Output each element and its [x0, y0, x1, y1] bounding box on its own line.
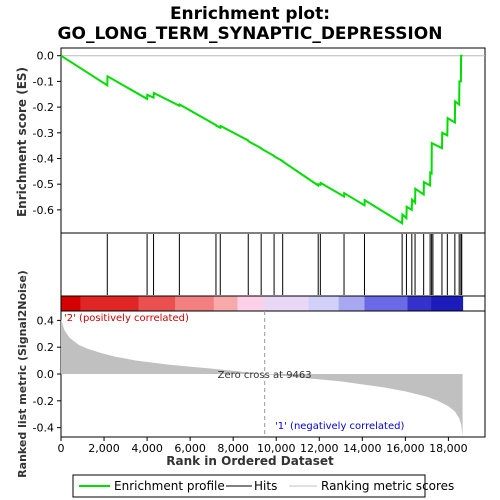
- enrichment-profile-line: [60, 54, 463, 225]
- es-y-tick-label: -0.5: [33, 178, 54, 191]
- heat-bar-segment: [175, 296, 215, 311]
- x-tick-label: 14,000: [343, 442, 382, 455]
- x-tick-label: 2,000: [88, 442, 120, 455]
- heat-bar-segment: [431, 296, 464, 311]
- x-tick-label: 6,000: [174, 442, 206, 455]
- ranking-heat-bar: [61, 296, 464, 311]
- es-panel: [60, 47, 486, 234]
- es-y-tick-label: -0.1: [33, 75, 54, 88]
- es-y-tick-label: -0.6: [33, 204, 54, 217]
- heat-bar-segment: [364, 296, 409, 311]
- metric-y-tick-label: 0.0: [37, 368, 55, 381]
- heat-bar-segment: [213, 296, 238, 311]
- x-tick-label: 8,000: [217, 442, 249, 455]
- es-y-tick-label: 0.0: [37, 50, 55, 63]
- x-tick-label: 10,000: [257, 442, 296, 455]
- x-axis-label: Rank in Ordered Dataset: [166, 454, 334, 468]
- legend-metric-label: Ranking metric scores: [321, 479, 454, 493]
- negative-correlation-label: '1' (negatively correlated): [275, 421, 404, 432]
- metric-y-axis: 0.4 0.2 0.0 -0.2 -0.4: [33, 314, 61, 435]
- ranking-metric-area: [61, 319, 463, 437]
- es-y-tick-label: -0.2: [33, 101, 54, 114]
- chart-title-line1: Enrichment plot:: [170, 4, 330, 24]
- legend-profile-label: Enrichment profile: [114, 479, 225, 493]
- heat-bar-segment: [138, 296, 176, 311]
- metric-y-axis-label: Ranked list metric (Signal2Noise): [16, 270, 29, 478]
- legend-hits-label: Hits: [254, 479, 277, 493]
- heat-bar-segment: [237, 296, 264, 311]
- metric-y-tick-label: -0.4: [33, 422, 54, 435]
- es-y-axis: 0.0 -0.1 -0.2 -0.3 -0.4 -0.5 -0.6: [33, 50, 61, 217]
- heat-bar-segment: [61, 296, 81, 311]
- es-y-tick-label: -0.3: [33, 127, 54, 140]
- x-tick-label: 12,000: [300, 442, 339, 455]
- heat-bar-segment: [338, 296, 365, 311]
- heat-bar-segment: [263, 296, 310, 311]
- hit-markers: [106, 234, 463, 295]
- x-tick-label: 18,000: [429, 442, 468, 455]
- zero-cross-label: Zero cross at 9463: [218, 370, 312, 381]
- metric-y-tick-label: -0.2: [33, 395, 54, 408]
- positive-correlation-label: '2' (positively correlated): [64, 313, 189, 324]
- heat-bar-segment: [407, 296, 432, 311]
- metric-y-tick-label: 0.2: [37, 341, 55, 354]
- hits-panel: [60, 232, 486, 297]
- x-axis: 0 2,000 4,000 6,000 8,000 10,000 12,000 14,000 1…: [58, 437, 468, 455]
- es-y-tick-label: -0.4: [33, 152, 54, 165]
- x-tick-label: 4,000: [131, 442, 163, 455]
- x-tick-label: 16,000: [386, 442, 425, 455]
- x-tick-label: 0: [58, 442, 65, 455]
- chart-title-line2: GO_LONG_TERM_SYNAPTIC_DEPRESSION: [58, 24, 443, 44]
- es-y-axis-label: Enrichment score (ES): [15, 67, 29, 217]
- heat-bar-segment: [80, 296, 139, 311]
- heat-bar-segment: [308, 296, 340, 311]
- metric-y-tick-label: 0.4: [37, 314, 55, 327]
